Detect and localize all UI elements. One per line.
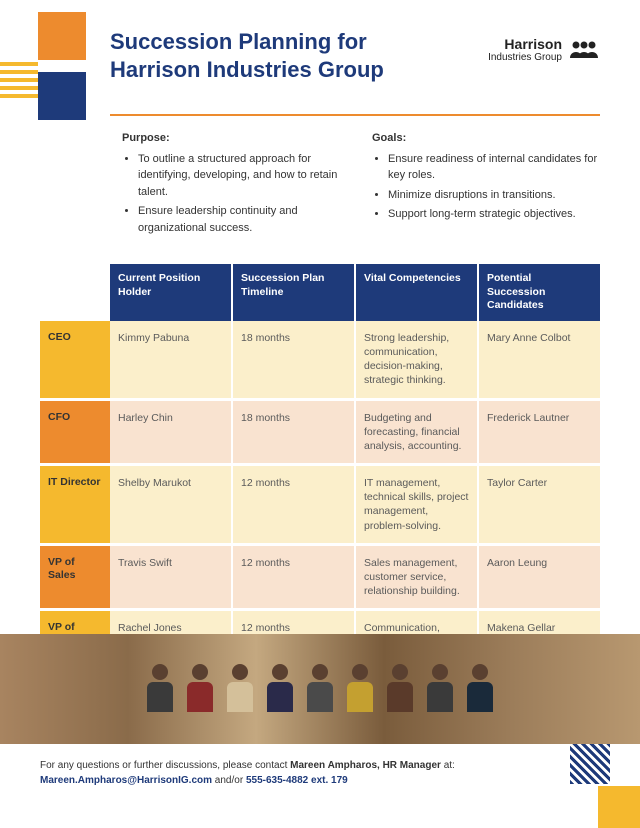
timeline-cell: 18 months: [233, 401, 356, 464]
goals-col: Goals: Ensure readiness of internal cand…: [372, 130, 600, 239]
meeting-photo: [0, 634, 640, 744]
deco-square-yellow: [598, 786, 640, 828]
timeline-cell: 12 months: [233, 466, 356, 543]
deco-stripes: [0, 62, 38, 100]
purpose-heading: Purpose:: [122, 130, 350, 147]
timeline-cell: 18 months: [233, 321, 356, 398]
cand-cell: Taylor Carter: [479, 466, 600, 543]
table-row: VP of SalesTravis Swift12 monthsSales ma…: [40, 546, 600, 612]
timeline-cell: 12 months: [233, 546, 356, 609]
footer: For any questions or further discussions…: [40, 758, 540, 788]
holder-cell: Shelby Marukot: [110, 466, 233, 543]
contact-phone: 555-635-4882 ext. 179: [246, 775, 348, 786]
divider: [110, 114, 600, 116]
table-row: CFOHarley Chin18 monthsBudgeting and for…: [40, 401, 600, 467]
contact-email: Mareen.Ampharos@HarrisonIG.com: [40, 775, 212, 786]
role-cell: VP of Sales: [40, 546, 110, 609]
role-cell: IT Director: [40, 466, 110, 543]
comp-cell: Budgeting and forecasting, financial ana…: [356, 401, 479, 464]
holder-cell: Kimmy Pabuna: [110, 321, 233, 398]
role-cell: CEO: [40, 321, 110, 398]
table-row: IT DirectorShelby Marukot12 monthsIT man…: [40, 466, 600, 546]
purpose-item: Ensure leadership continuity and organiz…: [138, 203, 350, 236]
purpose-goals: Purpose: To outline a structured approac…: [122, 130, 600, 239]
logo-text: Harrison Industries Group: [488, 36, 562, 63]
role-cell: CFO: [40, 401, 110, 464]
table-row: CEOKimmy Pabuna18 monthsStrong leadershi…: [40, 321, 600, 401]
holder-cell: Harley Chin: [110, 401, 233, 464]
th-blank: [40, 264, 110, 321]
goals-item: Ensure readiness of internal candidates …: [388, 151, 600, 184]
cand-cell: Mary Anne Colbot: [479, 321, 600, 398]
table-body: CEOKimmy Pabuna18 monthsStrong leadershi…: [40, 321, 600, 677]
deco-square-blue: [38, 72, 86, 120]
deco-diag-stripes: [570, 744, 610, 784]
comp-cell: Sales management, customer service, rela…: [356, 546, 479, 609]
footer-mid: and/or: [212, 775, 246, 786]
goals-item: Minimize disruptions in transitions.: [388, 187, 600, 204]
th-candidates: Potential Succession Candidates: [479, 264, 600, 321]
holder-cell: Travis Swift: [110, 546, 233, 609]
purpose-col: Purpose: To outline a structured approac…: [122, 130, 350, 239]
th-holder: Current Position Holder: [110, 264, 233, 321]
footer-pre: For any questions or further discussions…: [40, 760, 290, 771]
logo-sub: Industries Group: [488, 52, 562, 63]
contact-name: Mareen Ampharos, HR Manager: [290, 760, 441, 771]
purpose-item: To outline a structured approach for ide…: [138, 151, 350, 201]
cand-cell: Aaron Leung: [479, 546, 600, 609]
cand-cell: Frederick Lautner: [479, 401, 600, 464]
header: Succession Planning for Harrison Industr…: [110, 28, 600, 83]
deco-square-orange: [38, 12, 86, 60]
people-icon: [568, 40, 600, 60]
th-competencies: Vital Competencies: [356, 264, 479, 321]
page-title: Succession Planning for Harrison Industr…: [110, 28, 450, 83]
purpose-list: To outline a structured approach for ide…: [122, 151, 350, 237]
goals-list: Ensure readiness of internal candidates …: [372, 151, 600, 223]
footer-post: at:: [441, 760, 455, 771]
goals-heading: Goals:: [372, 130, 600, 147]
table-header: Current Position Holder Succession Plan …: [40, 264, 600, 321]
comp-cell: Strong leadership, communication, decisi…: [356, 321, 479, 398]
comp-cell: IT management, technical skills, project…: [356, 466, 479, 543]
th-timeline: Succession Plan Timeline: [233, 264, 356, 321]
goals-item: Support long-term strategic objectives.: [388, 206, 600, 223]
logo-main: Harrison: [488, 36, 562, 52]
succession-table: Current Position Holder Succession Plan …: [40, 264, 600, 677]
company-logo: Harrison Industries Group: [488, 36, 600, 63]
